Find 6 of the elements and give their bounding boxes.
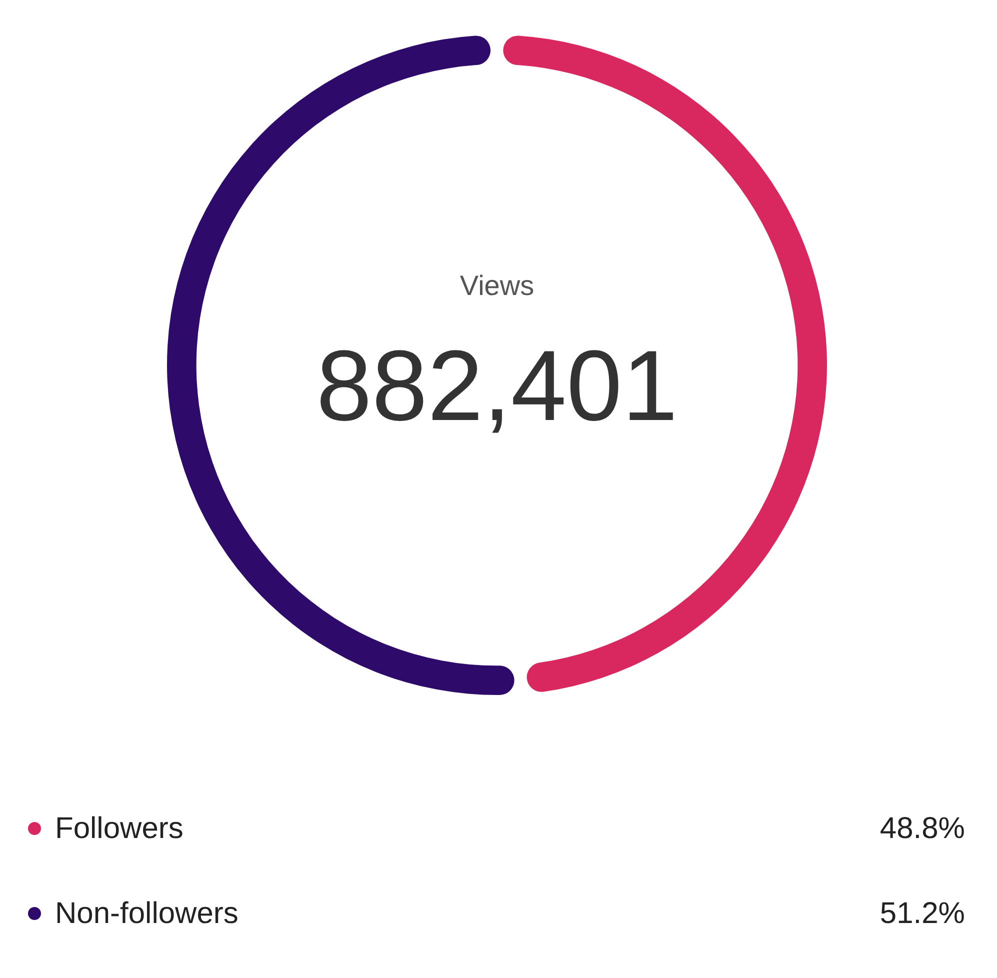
data-label: 48.8% — [880, 812, 965, 846]
text: 882,401 — [315, 329, 679, 444]
legend-label: Followers — [55, 812, 184, 846]
legend-label: Non-followers — [55, 896, 238, 930]
text: Views — [458, 270, 536, 302]
data-label: 51.2% — [880, 896, 965, 930]
